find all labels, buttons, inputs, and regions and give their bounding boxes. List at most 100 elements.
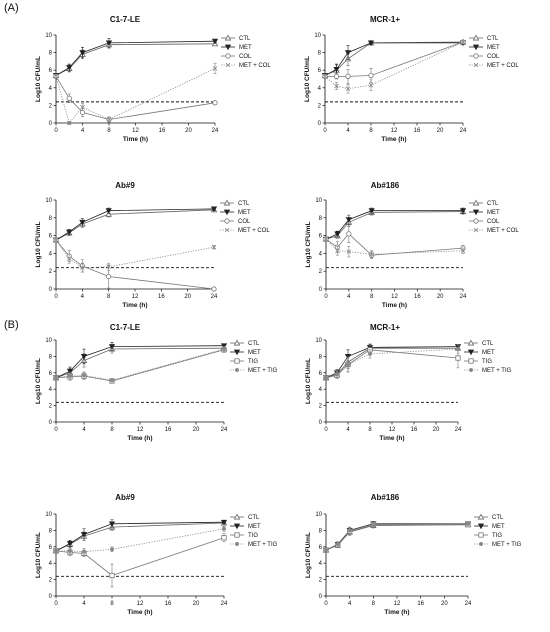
data-point [105, 208, 112, 214]
series-ctl [52, 40, 219, 78]
data-point [221, 346, 227, 352]
legend-item: CTL [469, 34, 499, 42]
legend-item: TIG [230, 358, 258, 365]
y-tick-label: 10 [315, 338, 322, 344]
y-tick-label: 8 [318, 51, 322, 57]
legend-item: CTL [469, 199, 499, 207]
legend-item: MET [474, 523, 505, 530]
data-point [66, 65, 73, 71]
legend-label: CTL [492, 515, 504, 521]
chart-title: Ab#186 [371, 493, 400, 502]
legend-item: TIG [464, 358, 492, 365]
legend-label: MET [238, 210, 251, 216]
data-point [459, 208, 467, 214]
data-point [105, 210, 112, 217]
x-tick-label: 0 [323, 128, 327, 134]
legend-marker [224, 218, 230, 224]
x-tick-label: 16 [159, 128, 166, 134]
x-tick-label: 16 [165, 427, 172, 433]
x-tick-label: 0 [54, 128, 58, 134]
legend-label: TIG [248, 359, 258, 365]
series-met-col [53, 237, 217, 273]
legend-item: MET [469, 209, 500, 216]
x-tick-label: 0 [324, 294, 328, 300]
series-met-col [322, 39, 466, 94]
legend-item: MET + COL [469, 62, 519, 69]
y-tick-label: 10 [45, 338, 52, 344]
data-point [79, 219, 86, 226]
x-tick-label: 0 [54, 294, 58, 300]
y-tick-label: 4 [319, 251, 323, 257]
x-tick-label: 4 [348, 601, 352, 607]
y-tick-label: 6 [49, 68, 53, 74]
data-point [67, 548, 73, 553]
x-tick-label: 4 [346, 128, 350, 134]
series-met [322, 207, 467, 243]
legend-label: TIG [248, 533, 258, 539]
x-tick-label: 0 [324, 601, 328, 607]
legend-item: CTL [230, 339, 260, 347]
y-tick-label: 0 [319, 420, 323, 426]
x-tick-label: 24 [221, 601, 228, 607]
legend-item: MET [469, 44, 500, 51]
legend-marker [468, 367, 474, 373]
data-point [108, 521, 116, 528]
legend-label: MET [248, 524, 261, 530]
y-tick-label: 0 [319, 287, 323, 293]
legend-label: TIG [482, 359, 492, 365]
series-line [325, 238, 464, 255]
legend-label: COL [487, 54, 500, 60]
section-a-label: (A) [4, 2, 19, 14]
x-tick-label: 8 [369, 128, 373, 134]
legend-marker [473, 53, 479, 59]
legend-marker [223, 199, 231, 206]
legend-marker [472, 44, 480, 51]
series-met-tig [53, 526, 227, 556]
legend-marker [233, 339, 241, 346]
x-tick-label: 24 [211, 294, 218, 300]
x-tick-label: 4 [81, 128, 85, 134]
legend-item: TIG [230, 532, 258, 539]
y-tick-label: 10 [45, 33, 52, 39]
legend-item: MET + TIG [474, 541, 522, 548]
legend-item: MET + COL [469, 227, 519, 234]
legend-marker [473, 218, 479, 224]
series-line [55, 348, 225, 381]
legend-marker [467, 349, 475, 356]
legend-item: MET + TIG [230, 367, 278, 374]
y-axis-label: Log10 CFU/mL [35, 56, 42, 102]
y-tick-label: 10 [315, 512, 322, 518]
y-tick-label: 4 [49, 561, 53, 567]
x-tick-label: 4 [347, 294, 351, 300]
x-tick-label: 24 [460, 128, 467, 134]
legend-marker [468, 358, 474, 364]
x-tick-label: 0 [54, 427, 58, 433]
y-axis-label: Log10 CFU/mL [35, 358, 42, 404]
data-point [81, 549, 87, 554]
data-point [105, 40, 113, 47]
data-point [80, 532, 88, 538]
legend-marker [234, 541, 240, 547]
legend-item: CTL [221, 34, 251, 42]
data-point [344, 50, 352, 56]
series-tig [323, 521, 471, 553]
data-point [368, 208, 375, 214]
data-point [66, 541, 74, 547]
legend-marker [224, 227, 230, 233]
series-line [324, 41, 464, 90]
data-point [323, 375, 329, 380]
data-point [53, 548, 59, 553]
series-line [55, 208, 215, 241]
series-ctl [322, 521, 472, 553]
legend-item: COL [220, 218, 251, 225]
legend-label: MET + TIG [248, 368, 278, 374]
legend-label: CTL [482, 341, 494, 347]
legend-label: CTL [487, 36, 499, 42]
series-met-tig [323, 521, 471, 553]
legend-label: TIG [492, 533, 502, 539]
